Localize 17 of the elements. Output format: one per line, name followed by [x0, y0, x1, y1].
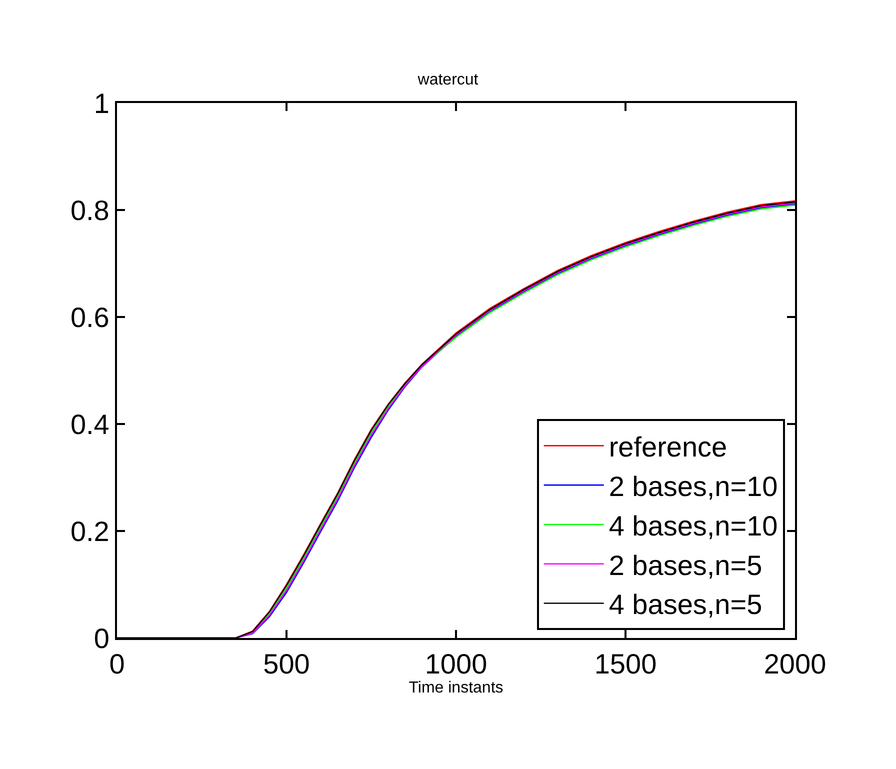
y-tick-label: 1: [94, 88, 110, 119]
y-tick-label: 0.2: [70, 516, 110, 547]
legend-label: 4 bases,n=10: [608, 510, 778, 542]
x-tick-label: 2000: [764, 648, 826, 680]
legend-label: 4 bases,n=5: [608, 589, 762, 620]
legend-label: 2 bases,n=5: [608, 550, 762, 581]
y-tick-label: 0.4: [70, 408, 110, 440]
x-tick-label: 500: [263, 648, 310, 680]
legend-label: 2 bases,n=10: [608, 470, 778, 502]
y-tick-label: 0.8: [70, 194, 110, 226]
x-tick-label: 1500: [594, 648, 657, 680]
x-axis-title: Time instants: [408, 680, 504, 697]
y-tick-label: 0: [94, 622, 110, 654]
legend-label: reference: [608, 432, 728, 463]
chart-title: watercut: [416, 71, 479, 88]
x-tick-label: 1000: [424, 648, 488, 680]
y-tick-label: 0.6: [70, 302, 110, 333]
